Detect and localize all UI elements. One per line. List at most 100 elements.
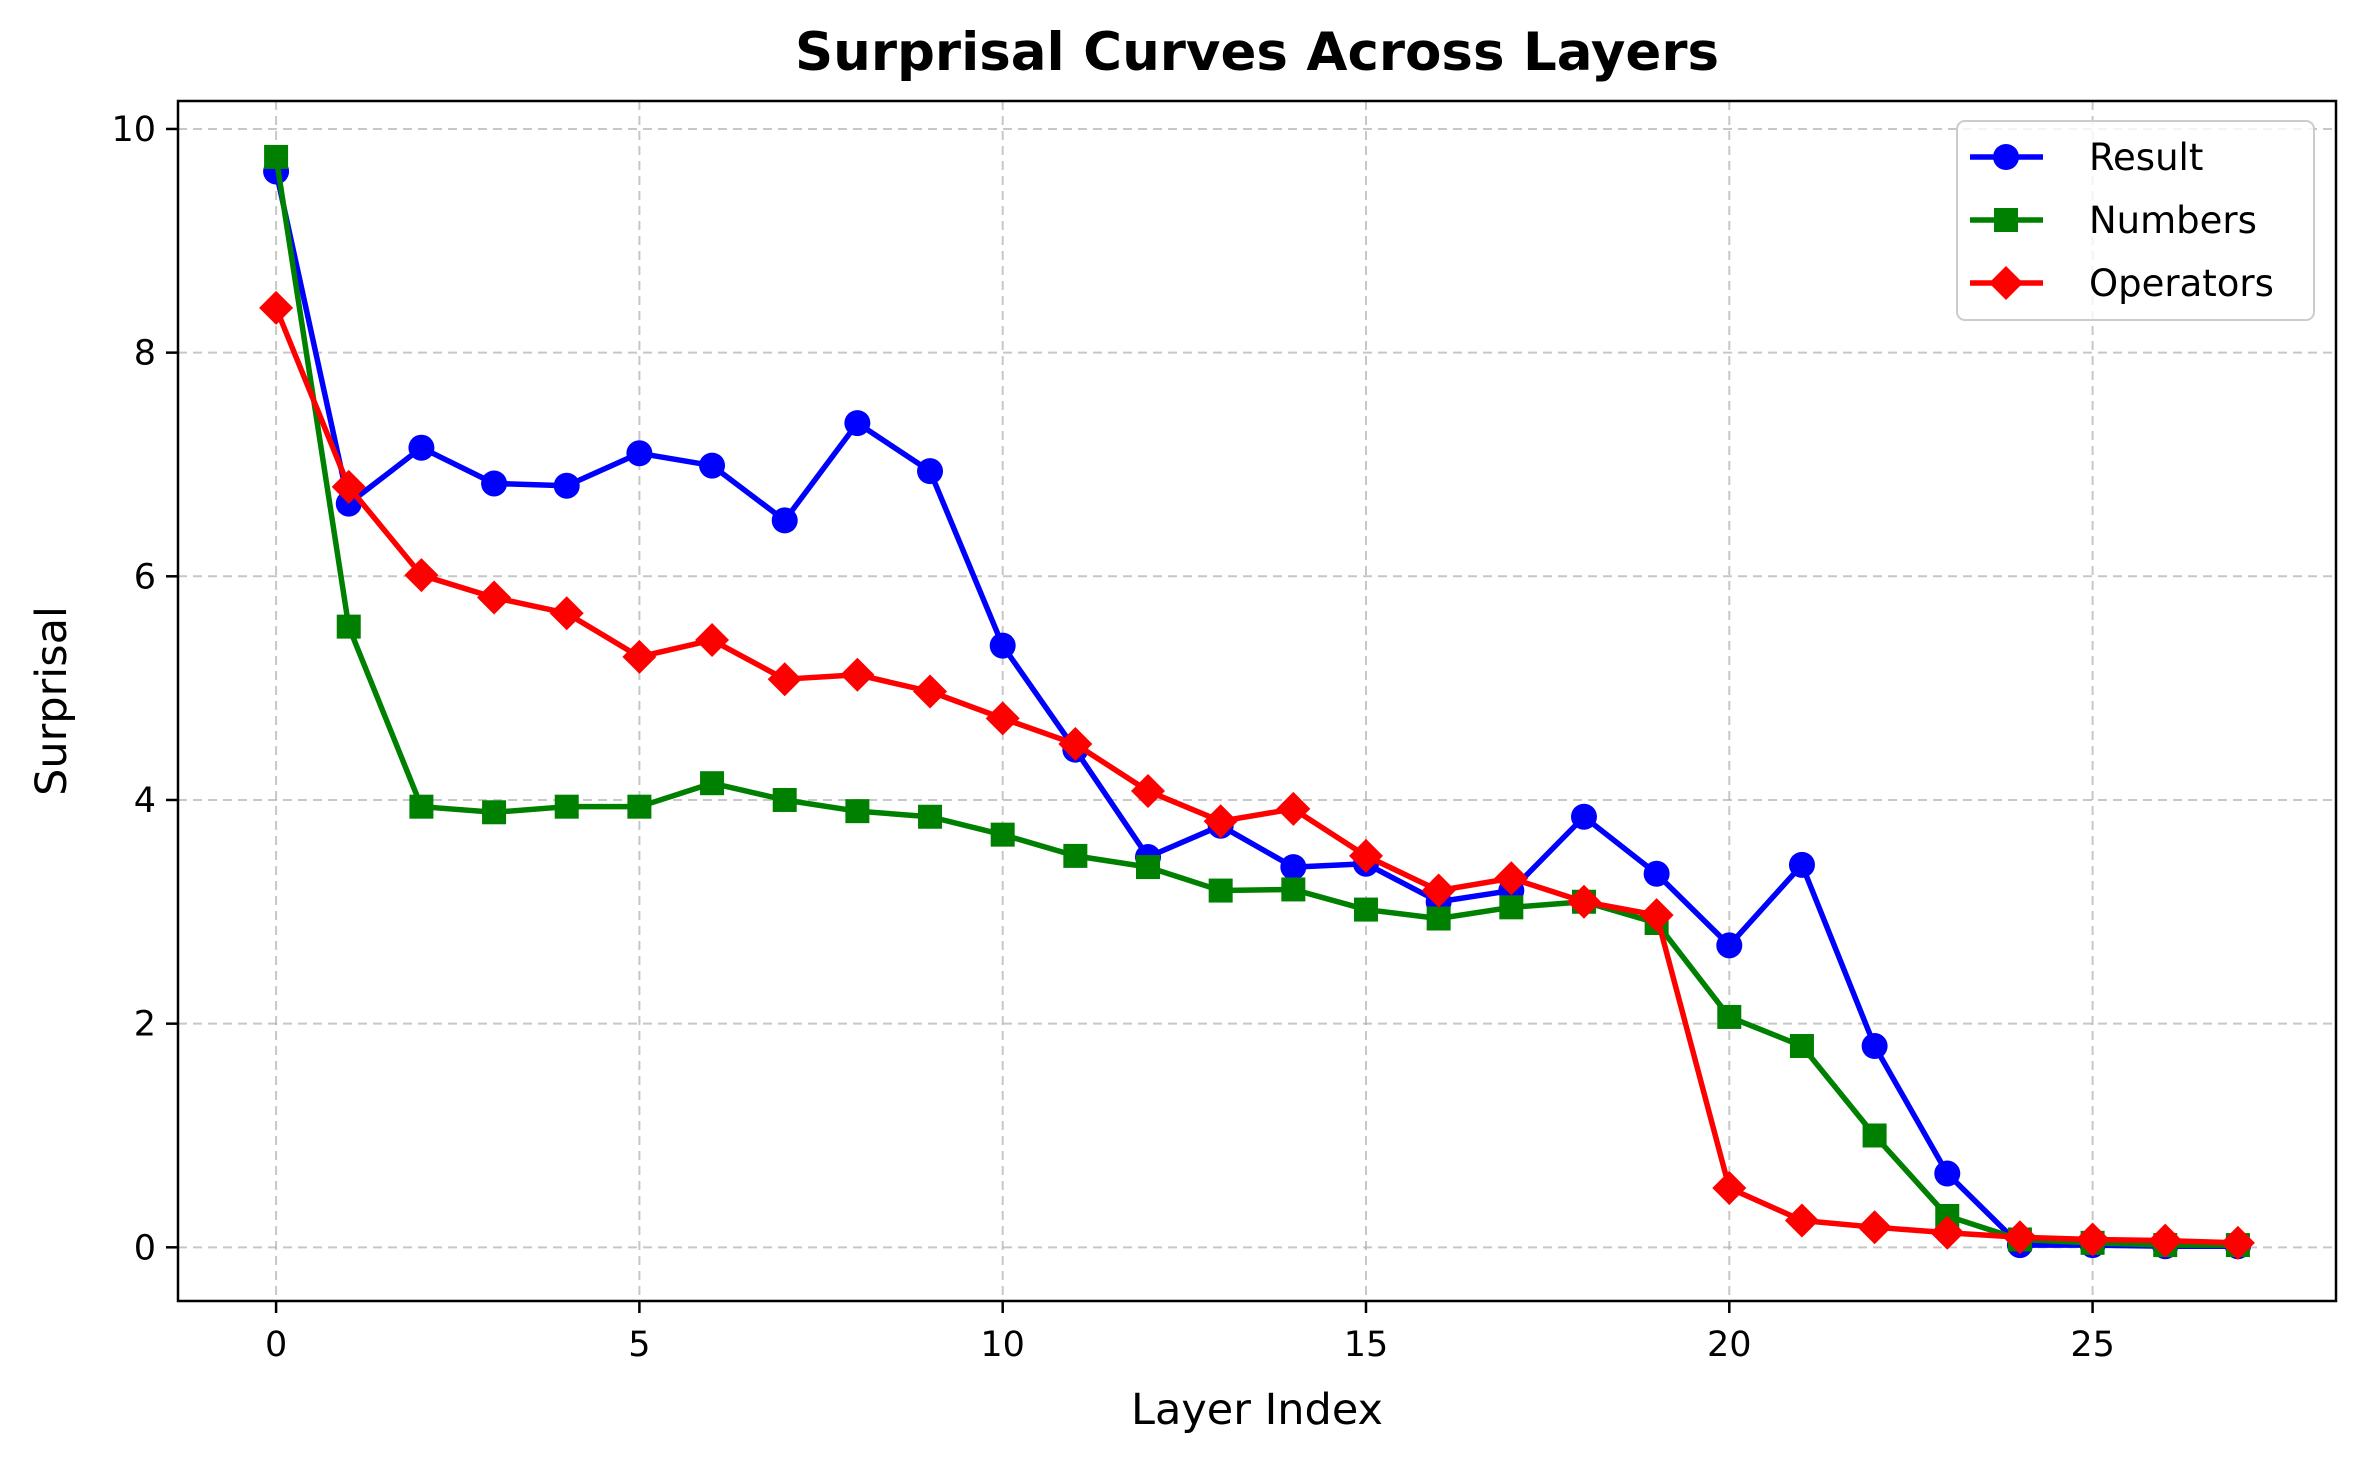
x-tick-label-2: 10 xyxy=(980,1325,1025,1365)
data-point-numbers-12 xyxy=(1136,855,1161,880)
legend-swatch-marker xyxy=(1989,266,2023,300)
data-point-result-3 xyxy=(481,470,508,497)
legend-swatch-marker xyxy=(1994,208,2018,232)
data-point-operators-6 xyxy=(695,623,730,658)
y-tick-label-5: 10 xyxy=(111,110,156,150)
legend: Result Numbers Operators xyxy=(1956,120,2315,321)
data-point-result-20 xyxy=(1716,932,1743,959)
data-point-operators-5 xyxy=(622,639,657,674)
legend-box xyxy=(1956,120,2315,321)
data-point-operators-17 xyxy=(1494,861,1529,896)
data-point-operators-8 xyxy=(840,657,875,692)
x-tick-label-5: 25 xyxy=(2070,1325,2115,1365)
data-point-operators-26 xyxy=(2148,1223,2183,1258)
legend-label: Numbers xyxy=(2089,199,2257,242)
data-point-operators-1 xyxy=(331,469,366,504)
y-tick-label-1: 2 xyxy=(134,1005,156,1045)
legend-item-result: Result xyxy=(1970,136,2203,179)
data-point-result-4 xyxy=(553,472,580,499)
data-point-result-23 xyxy=(1934,1160,1961,1187)
data-point-numbers-4 xyxy=(554,794,579,819)
data-point-result-18 xyxy=(1570,803,1597,830)
data-point-numbers-5 xyxy=(627,794,652,819)
data-point-numbers-11 xyxy=(1063,843,1088,868)
data-point-numbers-17 xyxy=(1499,895,1524,920)
data-point-result-7 xyxy=(771,507,798,534)
data-point-result-6 xyxy=(699,452,726,479)
series-numbers xyxy=(264,144,2250,1258)
x-tick-label-4: 20 xyxy=(1707,1325,1752,1365)
data-point-operators-19 xyxy=(1639,898,1674,933)
x-axis-label: Layer Index xyxy=(1131,1385,1383,1435)
data-point-operators-10 xyxy=(985,701,1020,736)
data-point-operators-13 xyxy=(1203,804,1238,839)
data-point-operators-25 xyxy=(2075,1222,2110,1257)
data-point-numbers-15 xyxy=(1353,897,1378,922)
legend-swatch-marker xyxy=(1993,144,2019,170)
legend-label: Result xyxy=(2089,136,2203,179)
data-point-result-22 xyxy=(1861,1033,1888,1060)
data-point-operators-12 xyxy=(1131,774,1166,809)
data-point-numbers-16 xyxy=(1426,906,1451,931)
data-point-numbers-13 xyxy=(1208,878,1233,903)
data-point-numbers-1 xyxy=(336,614,361,639)
data-point-result-14 xyxy=(1280,854,1307,881)
data-point-numbers-6 xyxy=(700,771,725,796)
data-point-result-19 xyxy=(1643,860,1670,887)
data-point-numbers-14 xyxy=(1281,877,1306,902)
y-axis: 0 2 4 6 8 10 xyxy=(111,110,178,1268)
data-point-operators-9 xyxy=(913,674,948,709)
data-point-operators-22 xyxy=(1857,1210,1892,1245)
series-line-operators xyxy=(273,306,2238,1246)
data-point-operators-11 xyxy=(1058,727,1093,762)
data-point-operators-15 xyxy=(1348,838,1383,873)
data-point-numbers-2 xyxy=(409,794,434,819)
series-result xyxy=(263,158,2251,1260)
data-point-numbers-10 xyxy=(990,822,1015,847)
data-point-operators-24 xyxy=(2002,1220,2037,1255)
series-line-numbers xyxy=(273,156,2238,1248)
chart-title: Surprisal Curves Across Layers xyxy=(795,22,1719,83)
data-point-result-5 xyxy=(626,440,653,467)
data-point-numbers-20 xyxy=(1717,1004,1742,1029)
data-point-operators-7 xyxy=(767,662,802,697)
legend-label: Operators xyxy=(2089,262,2274,305)
data-point-operators-0 xyxy=(259,290,294,325)
data-point-numbers-3 xyxy=(482,800,507,825)
data-point-operators-20 xyxy=(1712,1171,1747,1206)
data-point-operators-23 xyxy=(1930,1215,1965,1250)
legend-item-numbers: Numbers xyxy=(1970,199,2257,242)
x-axis: 0 5 10 15 20 25 xyxy=(265,1301,2115,1365)
data-point-operators-16 xyxy=(1421,873,1456,908)
data-point-operators-14 xyxy=(1276,791,1311,826)
y-tick-label-2: 4 xyxy=(134,781,156,821)
plot-frame xyxy=(176,99,2338,1303)
data-point-operators-2 xyxy=(404,558,439,593)
data-point-numbers-7 xyxy=(772,787,797,812)
x-tick-label-0: 0 xyxy=(265,1325,287,1365)
series-operators xyxy=(259,290,2255,1260)
data-point-result-21 xyxy=(1788,851,1815,878)
y-axis-label: Surprisal xyxy=(27,606,77,796)
data-point-operators-27 xyxy=(2220,1225,2255,1260)
y-tick-label-4: 8 xyxy=(134,334,156,374)
data-point-result-2 xyxy=(408,434,435,461)
data-point-operators-4 xyxy=(549,596,584,631)
data-point-result-9 xyxy=(917,458,944,485)
data-point-operators-3 xyxy=(477,580,512,615)
data-point-numbers-0 xyxy=(264,144,289,169)
data-point-numbers-22 xyxy=(1862,1123,1887,1148)
y-tick-label-0: 0 xyxy=(134,1228,156,1268)
data-point-result-10 xyxy=(989,632,1016,659)
data-point-operators-21 xyxy=(1784,1203,1819,1238)
legend-item-operators: Operators xyxy=(1970,262,2274,305)
series-layer xyxy=(259,144,2255,1260)
data-point-numbers-21 xyxy=(1789,1034,1814,1059)
data-point-numbers-8 xyxy=(845,799,870,824)
data-point-operators-18 xyxy=(1566,884,1601,919)
data-point-result-8 xyxy=(844,410,871,437)
x-tick-label-1: 5 xyxy=(628,1325,650,1365)
y-tick-label-3: 6 xyxy=(134,557,156,597)
x-tick-label-3: 15 xyxy=(1344,1325,1389,1365)
